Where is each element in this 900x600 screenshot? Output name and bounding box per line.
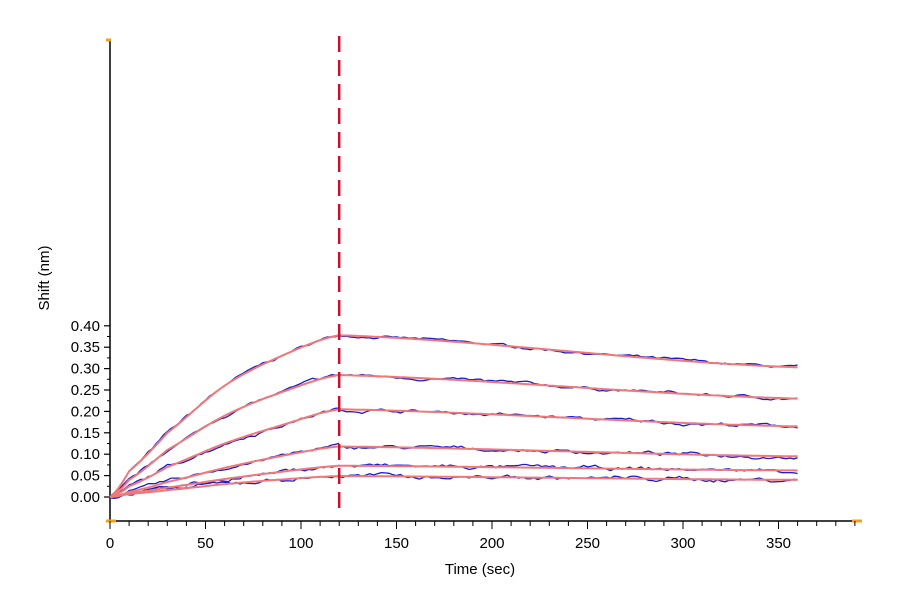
fit-curve (109, 408, 340, 498)
axis-corner-accents (106, 38, 862, 523)
fit-curve (109, 475, 340, 498)
x-axis-title: Time (sec) (445, 561, 515, 578)
x-tick-label: 0 (106, 535, 114, 552)
y-tick-label: 0.35 (71, 339, 100, 356)
fit-curve (109, 334, 340, 498)
x-tick-label: 350 (766, 535, 791, 552)
fit-curve (339, 374, 798, 400)
fit-curve (339, 464, 798, 472)
x-tick-label: 250 (575, 535, 600, 552)
y-axis-title: Shift (nm) (36, 245, 53, 310)
measured-curve (339, 408, 798, 429)
y-tick-label: 0.15 (71, 425, 100, 442)
y-tick-label: 0.05 (71, 468, 100, 485)
fit-curve (339, 445, 798, 458)
x-ticks: 0 50 100 150 200 250 300 350 (106, 521, 856, 552)
measured-curve (109, 442, 340, 498)
fit-curve (339, 475, 798, 481)
measured-curves (109, 334, 798, 499)
fit-curve (339, 334, 798, 369)
x-tick-label: 100 (288, 535, 313, 552)
x-tick-label: 300 (670, 535, 695, 552)
y-tick-label: 0.20 (71, 403, 100, 420)
x-tick-label: 50 (197, 535, 214, 552)
y-tick-label: 0.40 (71, 318, 100, 335)
fit-curve (109, 374, 340, 498)
fit-curve (109, 445, 340, 498)
y-tick-label: 0.30 (71, 361, 100, 378)
x-tick-label: 200 (479, 535, 504, 552)
y-tick-label: 0.10 (71, 446, 100, 463)
y-tick-label: 0.00 (71, 489, 100, 506)
fit-curves (109, 334, 798, 498)
x-tick-label: 150 (384, 535, 409, 552)
plot-area: 0.00 0.05 0.10 0.15 0.20 0.25 0.30 0.35 0.40 0 50… (71, 36, 862, 552)
y-ticks: 0.00 0.05 0.10 0.15 0.20 0.25 0.30 0.35 0.40 (71, 318, 110, 506)
fit-curve (109, 464, 340, 498)
y-tick-label: 0.25 (71, 382, 100, 399)
fit-curve (339, 408, 798, 428)
